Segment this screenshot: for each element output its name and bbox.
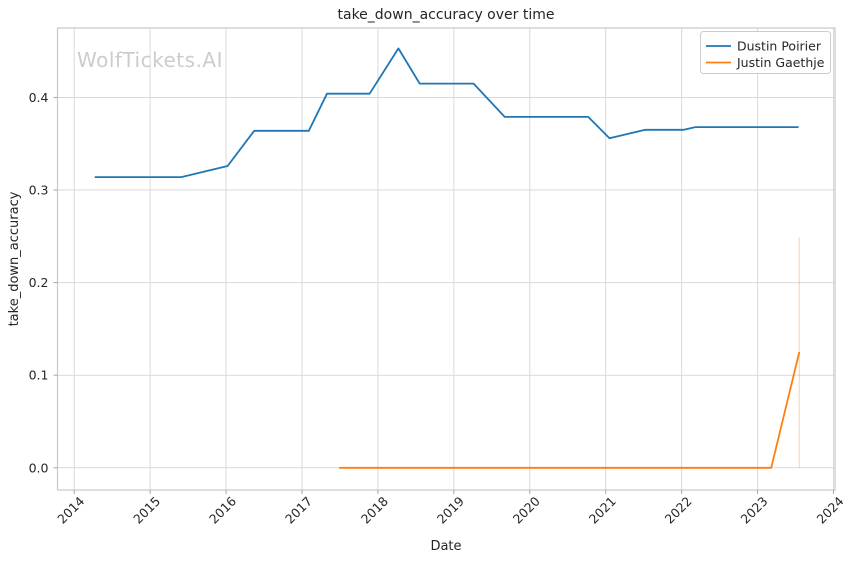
y-tick-label: 0.0 xyxy=(29,460,49,475)
y-tick-label: 0.4 xyxy=(29,90,49,105)
chart-title: take_down_accuracy over time xyxy=(338,7,555,23)
x-tick-label: 2024 xyxy=(814,493,847,526)
y-tick-label: 0.3 xyxy=(29,183,49,198)
legend-entry: Justin Gaethje xyxy=(706,55,825,70)
plot-border xyxy=(56,27,836,491)
y-tick-label: 0.1 xyxy=(29,368,49,383)
x-tick-label: 2023 xyxy=(738,494,771,527)
y-tick-label: 0.2 xyxy=(29,275,49,290)
x-tick-label: 2014 xyxy=(54,493,87,526)
x-tick-label: 2019 xyxy=(434,493,467,526)
series-layer xyxy=(94,47,801,469)
tick-layer: 2014 2015 2016 2017 2018 2019 2020 2021 2022 2023… xyxy=(29,90,847,527)
legend-box xyxy=(700,31,831,74)
x-tick-label: 2016 xyxy=(206,493,239,526)
legend-entry: Dustin Poirier xyxy=(706,39,822,54)
y-axis-label: take_down_accuracy xyxy=(7,191,22,326)
x-tick-label: 2022 xyxy=(662,494,695,527)
legend-label: Justin Gaethje xyxy=(736,55,825,70)
series-line-dustin-poirier xyxy=(94,47,799,179)
x-tick-label: 2017 xyxy=(282,494,315,527)
watermark: WolfTickets.AI xyxy=(77,48,223,72)
legend: Dustin Poirier Justin Gaethje xyxy=(700,31,831,74)
x-tick-label: 2018 xyxy=(358,493,391,526)
legend-label: Dustin Poirier xyxy=(737,39,822,54)
grid-layer xyxy=(57,28,835,490)
x-axis-label: Date xyxy=(430,539,461,554)
x-tick-label: 2015 xyxy=(130,494,163,527)
x-tick-label: 2021 xyxy=(586,494,619,527)
x-tick-label: 2020 xyxy=(510,493,543,526)
series-line-justin-gaethje xyxy=(339,351,801,469)
